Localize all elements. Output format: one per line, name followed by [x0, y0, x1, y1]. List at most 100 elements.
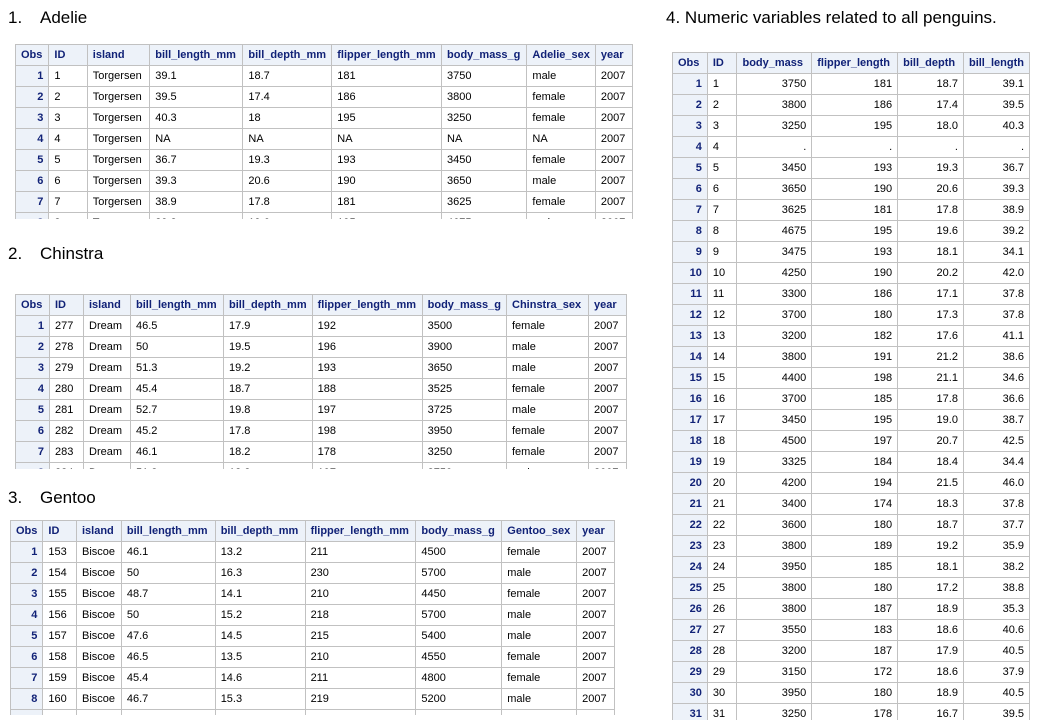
- table-row: 1 277 Dream 46.5 17.9 192 3500 female 2007: [15, 315, 627, 337]
- column-header: bill_length: [962, 52, 1030, 74]
- table-cell: female: [526, 107, 596, 129]
- table-cell: 18.7: [897, 73, 964, 95]
- table-cell: .: [897, 136, 964, 158]
- table-cell: 36.7: [149, 149, 244, 171]
- section-heading-numeric: 4. Numeric variables related to all peng…: [666, 8, 997, 28]
- table-cell: 3750: [736, 73, 813, 95]
- table-cell: 2007: [594, 65, 633, 87]
- table-cell: 211: [304, 541, 417, 563]
- table-cell: 230: [304, 562, 417, 584]
- table-cell: Dream: [83, 378, 131, 400]
- table-cell: female: [526, 191, 596, 213]
- table-row: 5 281 Dream 52.7 19.8 197 3725 male 2007: [15, 399, 627, 421]
- table-cell: .: [811, 136, 899, 158]
- numeric-table-panel[interactable]: Obs ID body_mass flipper_length bill_depth bi…: [672, 52, 1030, 720]
- table-cell: 22: [706, 514, 738, 536]
- obs-cell: 13: [672, 325, 708, 347]
- table-cell: 4550: [415, 646, 503, 668]
- table-row: 7 7 3625 181 17.8 38.9: [672, 199, 1030, 221]
- section-number: 4.: [666, 8, 681, 27]
- table-cell: 20.6: [242, 170, 333, 192]
- obs-cell: 5: [10, 625, 44, 647]
- column-header: ID: [48, 44, 88, 66]
- table-cell: 25: [706, 577, 738, 599]
- table-cell: 15: [706, 367, 738, 389]
- table-row: 11 11 3300 186 17.1 37.8: [672, 283, 1030, 305]
- table-cell: 48.7: [120, 583, 216, 605]
- table-row: 6 6 Torgersen 39.3 20.6 190 3650 male 2007: [15, 170, 633, 192]
- obs-cell: 28: [672, 640, 708, 662]
- table-row: 10 10 4250 190 20.2 42.0: [672, 262, 1030, 284]
- table-cell: 19.2: [223, 357, 313, 379]
- adelie-table-panel[interactable]: Obs ID island bill_length_mm bill_depth_mm fl…: [15, 44, 633, 219]
- table-cell: Torgersen: [86, 65, 151, 87]
- table-row: 14 14 3800 191 21.2 38.6: [672, 346, 1030, 368]
- table-cell: 2007: [576, 562, 615, 584]
- table-cell: 19.3: [242, 149, 333, 171]
- table-cell: 38.9: [962, 199, 1030, 221]
- obs-cell: 23: [672, 535, 708, 557]
- table-cell: 26: [706, 598, 738, 620]
- table-cell: 4450: [415, 583, 503, 605]
- table-cell: 180: [811, 577, 899, 599]
- section-number: 3.: [8, 488, 23, 507]
- chinstra-table-panel[interactable]: Obs ID island bill_length_mm bill_depth_mm fl…: [15, 294, 629, 469]
- table-cell: 18.3: [897, 493, 964, 515]
- table-cell: female: [501, 541, 578, 563]
- table-cell: 281: [49, 399, 84, 421]
- table-cell: 17.4: [242, 86, 333, 108]
- table-cell: NA: [331, 128, 443, 150]
- table-header-row: Obs ID island bill_length_mm bill_depth_mm fl…: [15, 44, 633, 66]
- table-cell: 13.5: [214, 646, 306, 668]
- table-cell: 20.2: [897, 262, 964, 284]
- table-cell: 282: [49, 420, 84, 442]
- table-cell: 188: [311, 378, 423, 400]
- table-cell: 17.8: [897, 388, 964, 410]
- table-cell: 4800: [415, 667, 503, 689]
- table-cell: 2: [48, 86, 88, 108]
- table-cell: 4500: [736, 430, 813, 452]
- table-cell: 3525: [421, 378, 508, 400]
- obs-cell: 2: [672, 94, 708, 116]
- table-cell: 38.6: [962, 346, 1030, 368]
- obs-cell: 3: [10, 583, 44, 605]
- table-row: 5 5 3450 193 19.3 36.7: [672, 157, 1030, 179]
- column-header: island: [86, 44, 151, 66]
- column-header: Adelie_sex: [526, 44, 596, 66]
- table-cell: 46.5: [130, 315, 224, 337]
- table-cell: 17.6: [897, 325, 964, 347]
- column-header: flipper_length_mm: [311, 294, 423, 316]
- table-row: 6 6 3650 190 20.6 39.3: [672, 178, 1030, 200]
- table-cell: 284: [49, 462, 84, 469]
- section-title: Numeric variables related to all penguin…: [684, 8, 997, 27]
- table-cell: 209: [304, 709, 417, 715]
- column-header: bill_length_mm: [120, 520, 216, 542]
- table-cell: 160: [42, 688, 77, 710]
- table-cell: 3150: [736, 661, 813, 683]
- table-cell: 4400: [415, 709, 503, 715]
- obs-cell: 22: [672, 514, 708, 536]
- table-cell: 4200: [736, 472, 813, 494]
- table-cell: 193: [811, 241, 899, 263]
- table-cell: 2007: [588, 462, 627, 469]
- table-cell: 15.3: [214, 688, 306, 710]
- table-cell: 196: [311, 336, 423, 358]
- table-cell: 51.3: [130, 357, 224, 379]
- table-row: 3 3 Torgersen 40.3 18 195 3250 female 2007: [15, 107, 633, 129]
- obs-cell: 1: [15, 315, 50, 337]
- table-cell: 1: [706, 73, 738, 95]
- table-cell: 18.1: [897, 556, 964, 578]
- table-cell: 21.1: [897, 367, 964, 389]
- table-cell: 3800: [736, 535, 813, 557]
- table-cell: 3725: [421, 399, 508, 421]
- table-cell: 161: [42, 709, 77, 715]
- table-cell: 18.9: [897, 682, 964, 704]
- table-cell: 40.6: [962, 619, 1030, 641]
- table-cell: 17: [706, 409, 738, 431]
- gentoo-table-panel[interactable]: Obs ID island bill_length_mm bill_depth_mm fl…: [10, 520, 615, 715]
- column-header: Chinstra_sex: [506, 294, 589, 316]
- table-cell: 210: [304, 646, 417, 668]
- table-cell: 198: [811, 367, 899, 389]
- table-cell: 185: [811, 388, 899, 410]
- table-cell: 34.1: [962, 241, 1030, 263]
